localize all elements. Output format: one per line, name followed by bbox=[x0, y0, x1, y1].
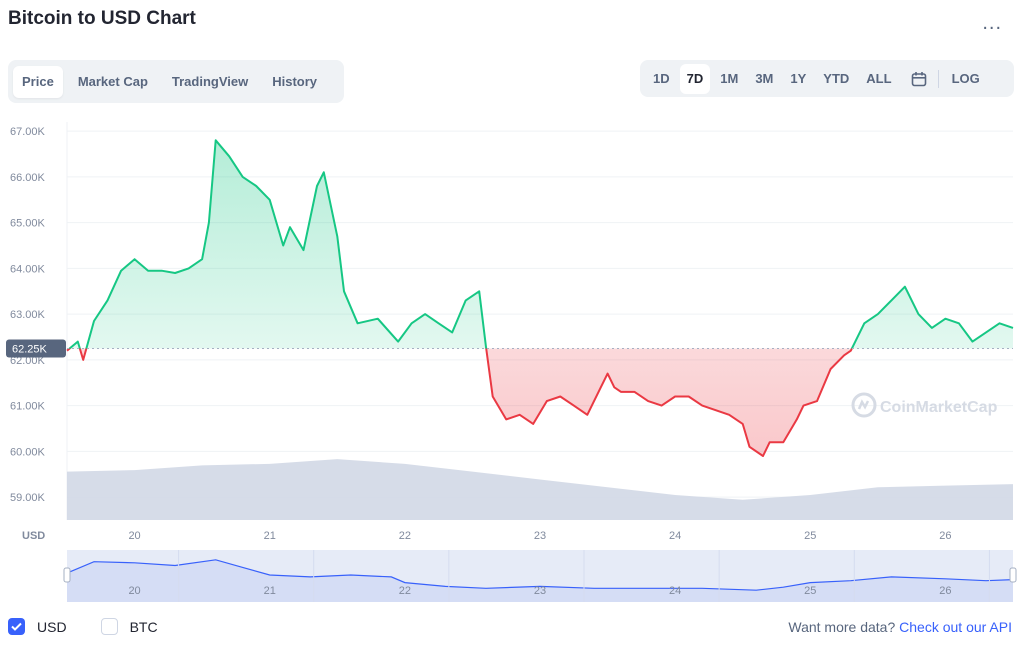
range-7d-button[interactable]: 7D bbox=[679, 63, 711, 94]
log-scale-button[interactable]: LOG bbox=[951, 71, 980, 86]
price-chart[interactable]: CoinMarketCap 67.00K 66.00K 65.00K 64.00K 63… bbox=[0, 112, 1024, 542]
range-all-button[interactable]: ALL bbox=[866, 71, 892, 86]
range-divider bbox=[937, 69, 939, 88]
range-1d-button[interactable]: 1D bbox=[653, 71, 670, 86]
navigator-line bbox=[66, 559, 1014, 591]
y-tick-label-1: 66.00K bbox=[10, 172, 46, 184]
y-tick-label-6: 61.00K bbox=[10, 401, 46, 413]
navigator-left-handle[interactable] bbox=[63, 567, 71, 583]
volume-area bbox=[67, 459, 1013, 520]
chart-type-tabs: Price Market Cap TradingView History bbox=[8, 60, 344, 103]
tab-market-cap[interactable]: Market Cap bbox=[77, 74, 148, 89]
y-tick-label-4: 63.00K bbox=[10, 309, 46, 321]
price-area bbox=[67, 140, 1013, 456]
range-1y-button[interactable]: 1Y bbox=[790, 71, 807, 86]
navigator-tick-label-6: 26 bbox=[939, 585, 951, 597]
navigator-tick-label-2: 22 bbox=[399, 585, 411, 597]
y-tick-label-2: 65.00K bbox=[10, 218, 46, 230]
x-tick-label-0: 20 bbox=[128, 530, 140, 542]
navigator-tick-label-0: 20 bbox=[128, 585, 140, 597]
area-down bbox=[67, 348, 852, 456]
btc-checkbox[interactable] bbox=[100, 618, 118, 635]
x-tick-label-2: 22 bbox=[399, 530, 411, 542]
navigator-tick-label-3: 23 bbox=[534, 585, 546, 597]
currency-legend: USD BTC bbox=[8, 618, 192, 635]
time-range-selector: 1D 7D 1M 3M 1Y YTD ALL LOG bbox=[640, 60, 1014, 97]
range-3m-button[interactable]: 3M bbox=[755, 71, 774, 86]
legend-btc-label: BTC bbox=[129, 618, 158, 635]
price-line-up bbox=[68, 139, 1014, 349]
x-tick-label-1: 21 bbox=[264, 530, 276, 542]
range-1m-button[interactable]: 1M bbox=[720, 71, 739, 86]
navigator-area bbox=[67, 559, 1013, 602]
y-tick-label-5: 62.00K bbox=[10, 355, 46, 367]
tab-price[interactable]: Price bbox=[13, 65, 63, 98]
baseline-badge bbox=[6, 339, 66, 358]
area-up bbox=[67, 140, 1013, 349]
price-line-down bbox=[66, 348, 854, 457]
range-navigator[interactable]: 20 21 22 23 24 25 26 bbox=[0, 546, 1024, 604]
y-axis: 67.00K 66.00K 65.00K 64.00K 63.00K 62.00K 61.0… bbox=[6, 126, 66, 504]
tab-history[interactable]: History bbox=[272, 74, 318, 89]
api-link[interactable]: Check out our API bbox=[899, 619, 1012, 635]
navigator-tick-label-4: 24 bbox=[669, 585, 681, 597]
api-prefix: Want more data? bbox=[788, 619, 896, 635]
currency-label: USD bbox=[22, 530, 45, 542]
y-tick-label-7: 60.00K bbox=[10, 446, 46, 458]
x-tick-label-4: 24 bbox=[669, 530, 681, 542]
legend-usd[interactable]: USD bbox=[8, 618, 67, 635]
y-tick-label-0: 67.00K bbox=[10, 126, 46, 138]
volume-shape bbox=[67, 459, 1013, 520]
legend-btc[interactable]: BTC bbox=[100, 618, 158, 635]
navigator-right-handle[interactable] bbox=[1009, 567, 1017, 583]
price-line bbox=[66, 139, 1014, 457]
navigator-tick-label-1: 21 bbox=[264, 585, 276, 597]
calendar-icon[interactable] bbox=[906, 64, 932, 94]
legend-usd-label: USD bbox=[37, 618, 67, 635]
coinmarketcap-watermark: CoinMarketCap bbox=[851, 392, 998, 418]
usd-checkbox[interactable] bbox=[8, 618, 25, 635]
more-options-icon[interactable]: ... bbox=[982, 12, 1002, 34]
y-tick-label-8: 59.00K bbox=[10, 492, 46, 504]
page-title: Bitcoin to USD Chart bbox=[8, 8, 196, 29]
x-axis: 20 21 22 23 24 25 26 bbox=[128, 530, 951, 542]
svg-text:CoinMarketCap: CoinMarketCap bbox=[880, 399, 998, 416]
range-ytd-button[interactable]: YTD bbox=[823, 71, 850, 86]
x-tick-label-5: 25 bbox=[804, 530, 816, 542]
api-promo: Want more data? Check out our API bbox=[788, 619, 1012, 635]
x-tick-label-6: 26 bbox=[939, 530, 951, 542]
x-tick-label-3: 23 bbox=[534, 530, 546, 542]
baseline-value: 62.25K bbox=[12, 343, 48, 355]
navigator-tick-label-5: 25 bbox=[804, 585, 816, 597]
y-tick-label-3: 64.00K bbox=[10, 263, 46, 275]
tab-tradingview[interactable]: TradingView bbox=[171, 74, 249, 89]
